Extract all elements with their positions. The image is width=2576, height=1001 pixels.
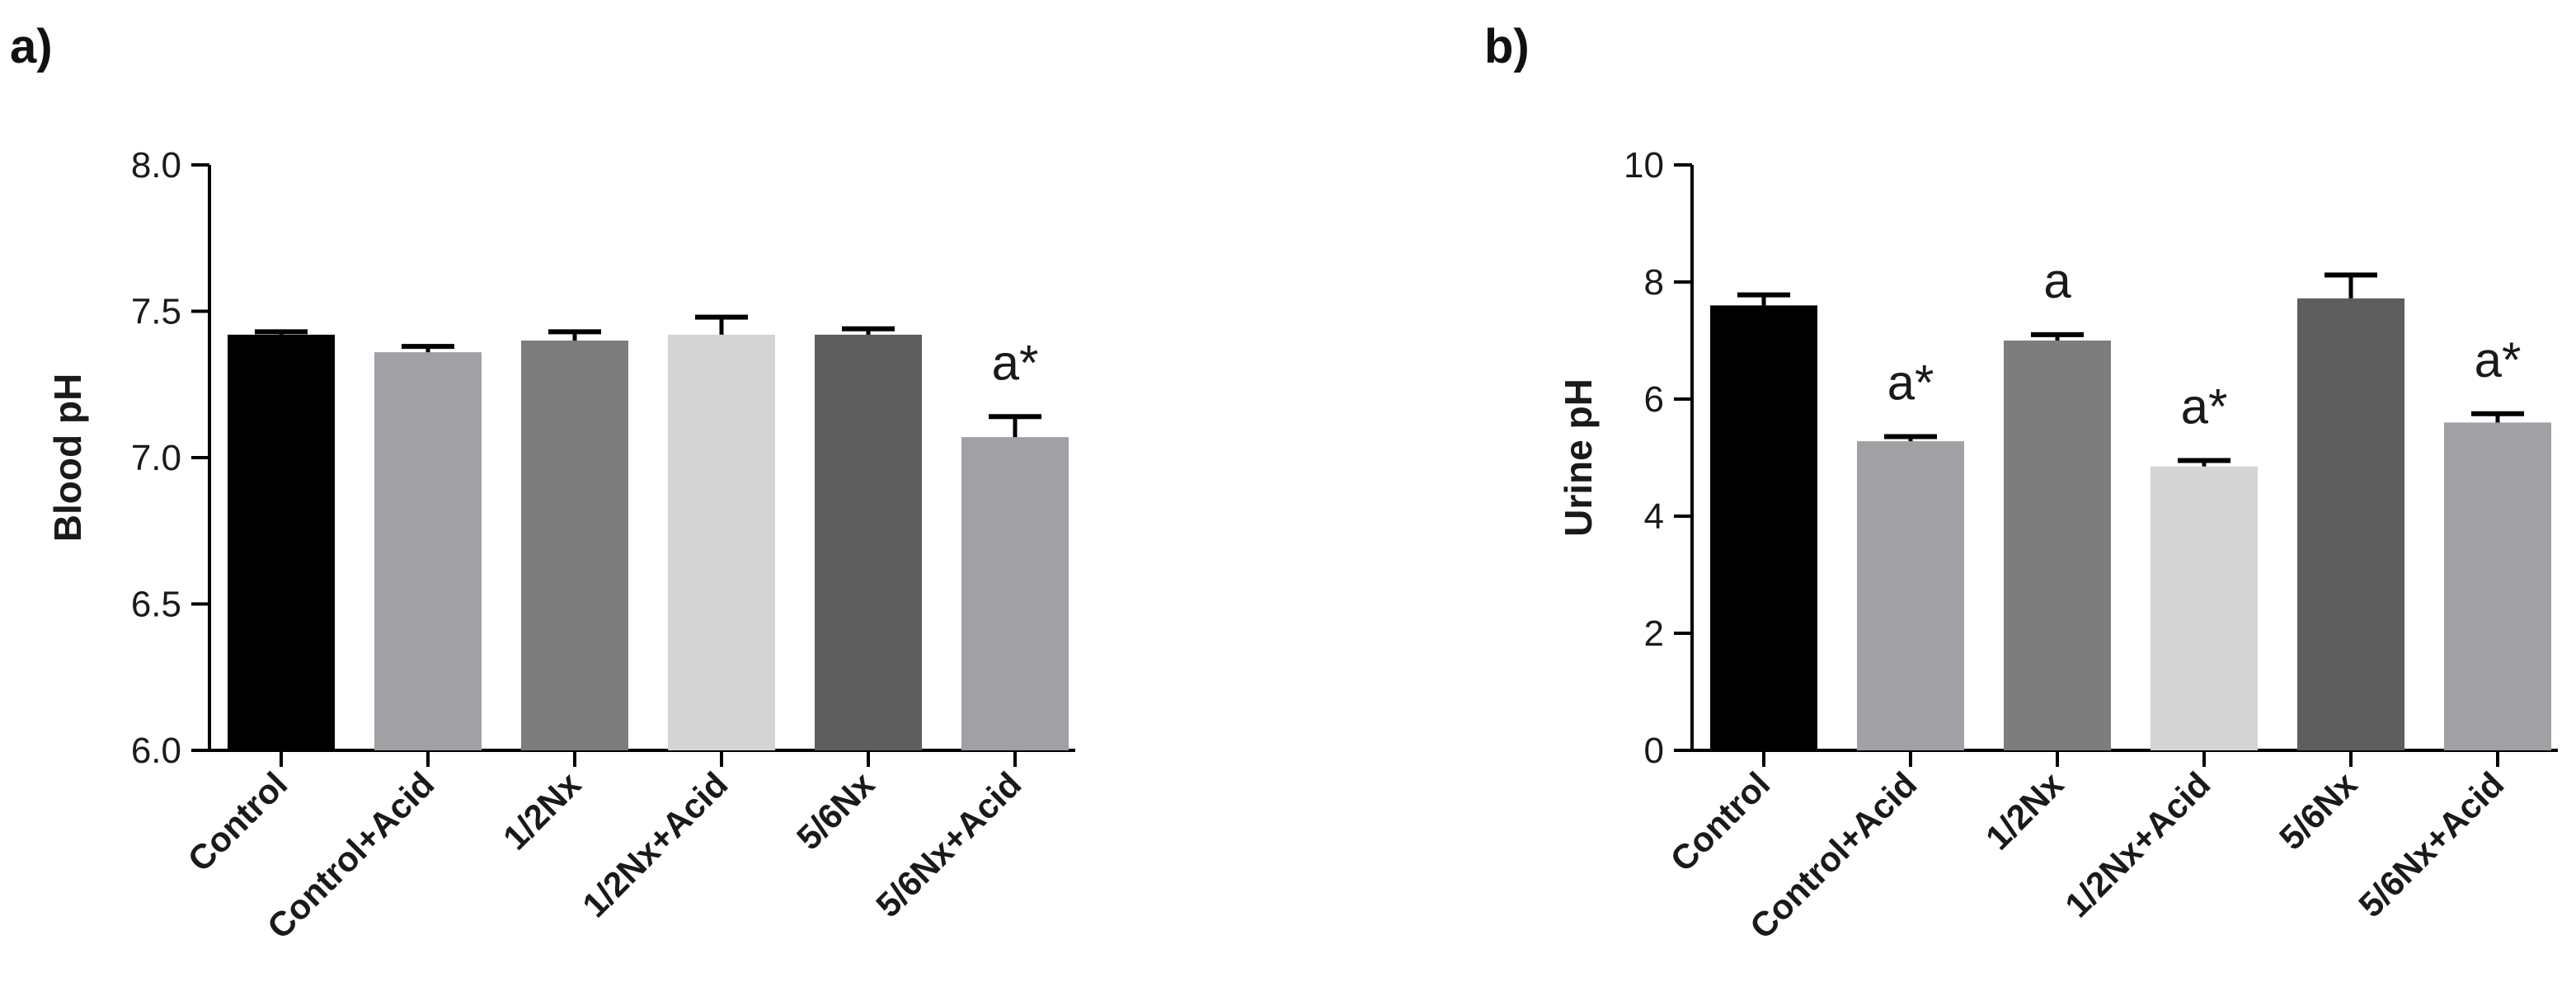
- y-tick-label: 7.0: [131, 438, 181, 478]
- y-tick-label: 6.5: [131, 585, 181, 625]
- y-tick-label: 7.5: [131, 292, 181, 332]
- bar: [228, 334, 335, 750]
- x-tick-label: 1/2Nx: [1978, 764, 2071, 858]
- bar: [2151, 466, 2258, 750]
- bar: [2444, 422, 2551, 750]
- y-tick-label: 4: [1644, 496, 1664, 537]
- x-tick-label: 5/6Nx: [2272, 764, 2365, 858]
- bar: [521, 341, 628, 750]
- y-tick-label: 0: [1644, 731, 1664, 771]
- x-tick-label: 1/2Nx: [496, 764, 589, 858]
- x-tick-label: 5/6Nx+Acid: [868, 764, 1028, 924]
- x-tick-label: Control: [181, 764, 295, 879]
- bar: [1857, 441, 1964, 750]
- bar: [2004, 341, 2111, 750]
- y-axis-label: Urine pH: [1557, 378, 1600, 537]
- y-tick-label: 6.0: [131, 731, 181, 771]
- y-tick-label: 2: [1644, 613, 1664, 654]
- x-tick-label: 5/6Nx: [789, 764, 882, 858]
- x-tick-label: 1/2Nx+Acid: [575, 764, 735, 924]
- panel-b-label: b): [1484, 20, 1530, 73]
- y-tick-label: 8.0: [131, 145, 181, 186]
- bar: [815, 334, 922, 750]
- y-axis-label: Blood pH: [46, 374, 89, 542]
- bar: [1710, 305, 1817, 750]
- significance-annotation: a*: [2475, 332, 2522, 388]
- x-tick-label: Control: [1663, 764, 1778, 879]
- significance-annotation: a: [2043, 253, 2071, 308]
- bar: [2297, 298, 2404, 750]
- x-tick-label: 1/2Nx+Acid: [2057, 764, 2217, 924]
- y-tick-label: 8: [1644, 262, 1664, 303]
- bar: [961, 437, 1069, 750]
- panel-a-label: a): [10, 20, 53, 73]
- x-tick-label: 5/6Nx+Acid: [2351, 764, 2511, 924]
- significance-annotation: a*: [2181, 379, 2228, 435]
- y-tick-label: 6: [1644, 379, 1664, 420]
- bar: [668, 334, 775, 750]
- bar: [374, 352, 482, 750]
- significance-annotation: a*: [1887, 355, 1934, 410]
- y-tick-label: 10: [1624, 145, 1664, 186]
- significance-annotation: a*: [992, 335, 1039, 390]
